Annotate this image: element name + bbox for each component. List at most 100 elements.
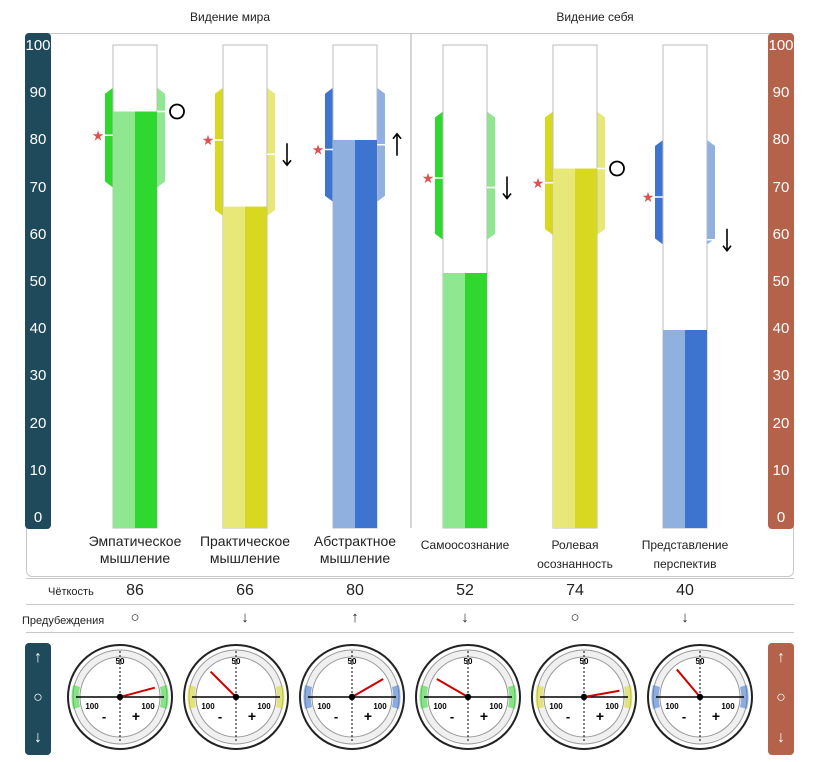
clarity-value: 74 <box>566 582 584 599</box>
category-label: Абстрактное мышление <box>285 533 425 567</box>
gauge-label: 100 <box>141 702 155 711</box>
gauge-plus: + <box>712 708 720 724</box>
gauge-label: 100 <box>373 702 387 711</box>
category-label: Практическое мышление <box>175 533 315 567</box>
scale-tick: 30 <box>772 367 790 385</box>
bias-circle-icon <box>609 160 625 177</box>
up-arrow-icon: ↑ <box>34 649 42 666</box>
range-indicator-left <box>325 87 333 202</box>
bias-up-arrow-icon <box>392 132 402 156</box>
range-indicator-left <box>105 87 113 188</box>
category-label-line: Абстрактное <box>313 533 397 549</box>
gauge-label: 100 <box>85 702 99 711</box>
category-label: Самоосознание <box>395 536 535 555</box>
gauge-label: 100 <box>721 702 735 711</box>
gauge-label: 50 <box>348 657 357 666</box>
category-label-line: Эмпатическое <box>88 533 182 549</box>
category-label: Ролевая осознанность <box>505 536 645 574</box>
bar-light <box>113 111 135 528</box>
category-label-line: Представление <box>641 538 729 552</box>
bar-light <box>333 140 355 528</box>
scale-tick: 40 <box>29 320 47 338</box>
gauge-minus: - <box>102 709 106 724</box>
bias-down-arrow-icon <box>502 176 512 200</box>
clarity-value: 52 <box>456 582 474 599</box>
gauge-minus: - <box>450 709 454 724</box>
star-icon: ★ <box>92 127 105 143</box>
scale-tick: 10 <box>772 461 790 479</box>
category-label-line: осознанность <box>537 557 613 572</box>
scale-tick: 10 <box>29 461 47 479</box>
gauge-needle <box>676 668 701 698</box>
scale-tick: 30 <box>29 367 47 385</box>
gauge-label: 50 <box>464 657 473 666</box>
scale-tick: 50 <box>772 273 790 290</box>
category-label-line: Самоосознание <box>420 538 510 552</box>
gauge-needle <box>209 670 237 698</box>
gauge-needle <box>436 678 469 698</box>
gauge-plus: + <box>364 708 372 724</box>
bar-light <box>553 168 575 528</box>
group-title-self: Видение себя <box>556 10 634 24</box>
chart-area: ★ ★ ★ ★ ★ ★ <box>92 34 732 529</box>
gauge-needle <box>119 686 156 698</box>
divider <box>26 632 794 633</box>
gauge-label: 100 <box>549 702 563 711</box>
gauge-plus: + <box>480 708 488 724</box>
gauge-needle <box>351 678 384 698</box>
scale-tick: 40 <box>772 320 790 338</box>
scale-tick: 60 <box>29 225 47 243</box>
circle-icon: ○ <box>776 689 786 706</box>
gauge-label: 100 <box>317 702 331 711</box>
scale-tick: 20 <box>772 414 790 432</box>
gauge-label: 100 <box>665 702 679 711</box>
category-label-line: Практическое <box>199 533 291 549</box>
gauge-minus: - <box>334 709 338 724</box>
gauge-minus: - <box>682 709 686 724</box>
star-icon: ★ <box>642 189 655 205</box>
divider <box>26 604 794 605</box>
gauge-label: 50 <box>232 657 241 666</box>
bias-circle-icon <box>169 103 185 120</box>
bias-value: ↑ <box>351 609 359 626</box>
bias-value: ↓ <box>241 609 249 626</box>
bar-dark <box>575 168 597 528</box>
left-bias-legend: ↑ ○ ↓ <box>25 643 51 755</box>
down-arrow-icon: ↓ <box>34 729 42 746</box>
right-scale: 100 90 80 70 60 50 40 30 20 10 0 <box>768 33 794 529</box>
gauge-plus: + <box>596 708 604 724</box>
gauge-needle <box>583 689 620 698</box>
category-label-line: мышление <box>319 549 391 566</box>
bias-down-arrow-icon <box>282 143 292 167</box>
gauge-label: 100 <box>433 702 447 711</box>
scale-tick: 80 <box>772 131 790 149</box>
bias-row-label: Предубеждения <box>22 615 105 627</box>
bar-dark <box>245 206 267 528</box>
star-icon: ★ <box>422 170 435 186</box>
scale-tick: 70 <box>772 178 790 196</box>
bias-down-arrow-icon <box>722 228 732 253</box>
right-bias-legend: ↑ ○ ↓ <box>768 643 794 755</box>
clarity-value: 40 <box>676 582 694 599</box>
star-icon: ★ <box>202 132 215 148</box>
range-indicator-left <box>435 111 443 240</box>
gauge-label: 50 <box>696 657 705 666</box>
group-title-world: Видение мира <box>189 10 271 24</box>
star-icon: ★ <box>532 175 545 191</box>
bar-dark <box>465 273 487 528</box>
up-arrow-icon: ↑ <box>777 649 785 666</box>
bias-value: ↓ <box>681 609 689 626</box>
down-arrow-icon: ↓ <box>777 729 785 746</box>
scale-tick: 20 <box>29 414 47 432</box>
range-indicator-right <box>707 140 715 245</box>
range-indicator-right <box>487 111 495 240</box>
range-indicator-left <box>215 87 223 216</box>
scale-tick: 90 <box>772 84 790 102</box>
clarity-value: 80 <box>346 582 364 599</box>
scale-tick: 70 <box>29 178 47 196</box>
